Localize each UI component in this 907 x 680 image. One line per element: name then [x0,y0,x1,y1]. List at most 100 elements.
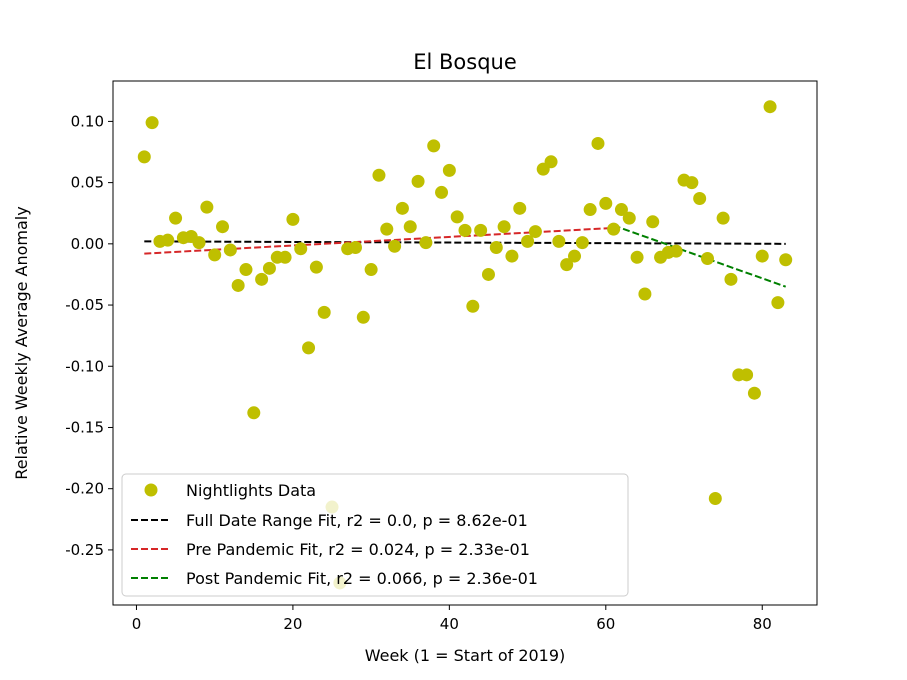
full-fit-line [144,240,786,245]
data-point [239,263,253,277]
data-point [223,243,237,257]
data-point [755,249,769,263]
data-point [552,234,566,248]
legend-marker-points [144,483,158,497]
data-point [278,250,292,264]
data-point [763,100,777,114]
data-point [403,220,417,234]
data-point [521,234,535,248]
legend-label-pre-fit: Pre Pandemic Fit, r2 = 0.024, p = 2.33e-… [186,540,530,559]
data-point [513,201,527,215]
data-point [544,155,558,169]
data-point [411,174,425,188]
data-point [216,220,230,234]
y-tick-label: -0.05 [65,296,104,314]
data-point [528,225,542,239]
data-point [348,241,362,255]
data-point [771,296,785,310]
y-axis-label: Relative Weekly Average Anomaly [12,206,31,479]
data-point [286,212,300,226]
data-point [724,272,738,286]
data-point [231,278,245,292]
y-tick-label: 0.00 [71,235,104,253]
data-point [294,242,308,256]
data-point [630,250,644,264]
data-point [419,236,433,250]
data-point [568,249,582,263]
data-point [161,233,175,247]
x-axis: 0 20 40 60 80 [132,605,772,633]
data-point [708,491,722,505]
legend-label-post-fit: Post Pandemic Fit, r2 = 0.066, p = 2.36e… [186,569,538,588]
data-point [427,139,441,153]
data-point [302,341,316,355]
data-point [607,222,621,236]
y-tick-label: -0.20 [65,480,104,498]
data-point [716,211,730,225]
data-point [575,236,589,250]
data-point [442,163,456,177]
data-point [591,136,605,150]
y-tick-label: 0.10 [71,112,104,130]
data-point [169,211,183,225]
data-point [200,200,214,214]
data-point [669,244,683,258]
data-point [497,220,511,234]
data-point [435,185,449,199]
data-point [700,252,714,266]
x-tick-label: 0 [132,615,142,633]
data-point [262,261,276,275]
data-point [466,299,480,313]
data-point [505,249,519,263]
data-point [481,267,495,281]
data-point [685,176,699,190]
data-point [395,201,409,215]
data-point [740,368,754,382]
data-point [137,150,151,164]
legend-box [121,473,629,597]
data-point [646,215,660,229]
data-point [779,253,793,267]
data-point [309,260,323,274]
data-point [380,222,394,236]
data-point [364,263,378,277]
data-point [583,203,597,217]
post-pandemic-fit-line [613,224,787,288]
data-point [450,210,464,224]
legend-label-points: Nightlights Data [186,481,316,500]
data-point [255,272,269,286]
data-point [372,168,386,182]
data-point [614,203,628,217]
data-point [474,223,488,237]
chart-title: El Bosque [413,50,517,74]
data-point [693,192,707,206]
data-points [137,100,793,590]
data-point [145,116,159,130]
data-point [747,386,761,400]
data-point [388,239,402,253]
data-point [638,287,652,301]
x-tick-label: 60 [596,615,615,633]
y-tick-label: -0.25 [65,541,104,559]
data-point [317,305,331,319]
data-point [458,223,472,237]
y-tick-label: 0.05 [71,174,104,192]
data-point [560,258,574,272]
y-tick-label: -0.10 [65,357,104,375]
legend: Nightlights Data Full Date Range Fit, r2… [121,473,629,597]
data-point [192,236,206,250]
x-tick-label: 20 [283,615,302,633]
plot-area [112,80,818,606]
data-point [247,406,261,420]
x-axis-label: Week (1 = Start of 2019) [365,646,566,665]
data-point [356,310,370,324]
data-point [622,211,636,225]
x-tick-label: 40 [440,615,459,633]
y-tick-label: -0.15 [65,418,104,436]
x-tick-label: 80 [753,615,772,633]
data-point [599,196,613,210]
data-point [208,248,222,262]
y-axis: 0.10 0.05 0.00 -0.05 -0.10 -0.15 -0.20 -0.25 [65,112,113,559]
data-point [489,241,503,255]
